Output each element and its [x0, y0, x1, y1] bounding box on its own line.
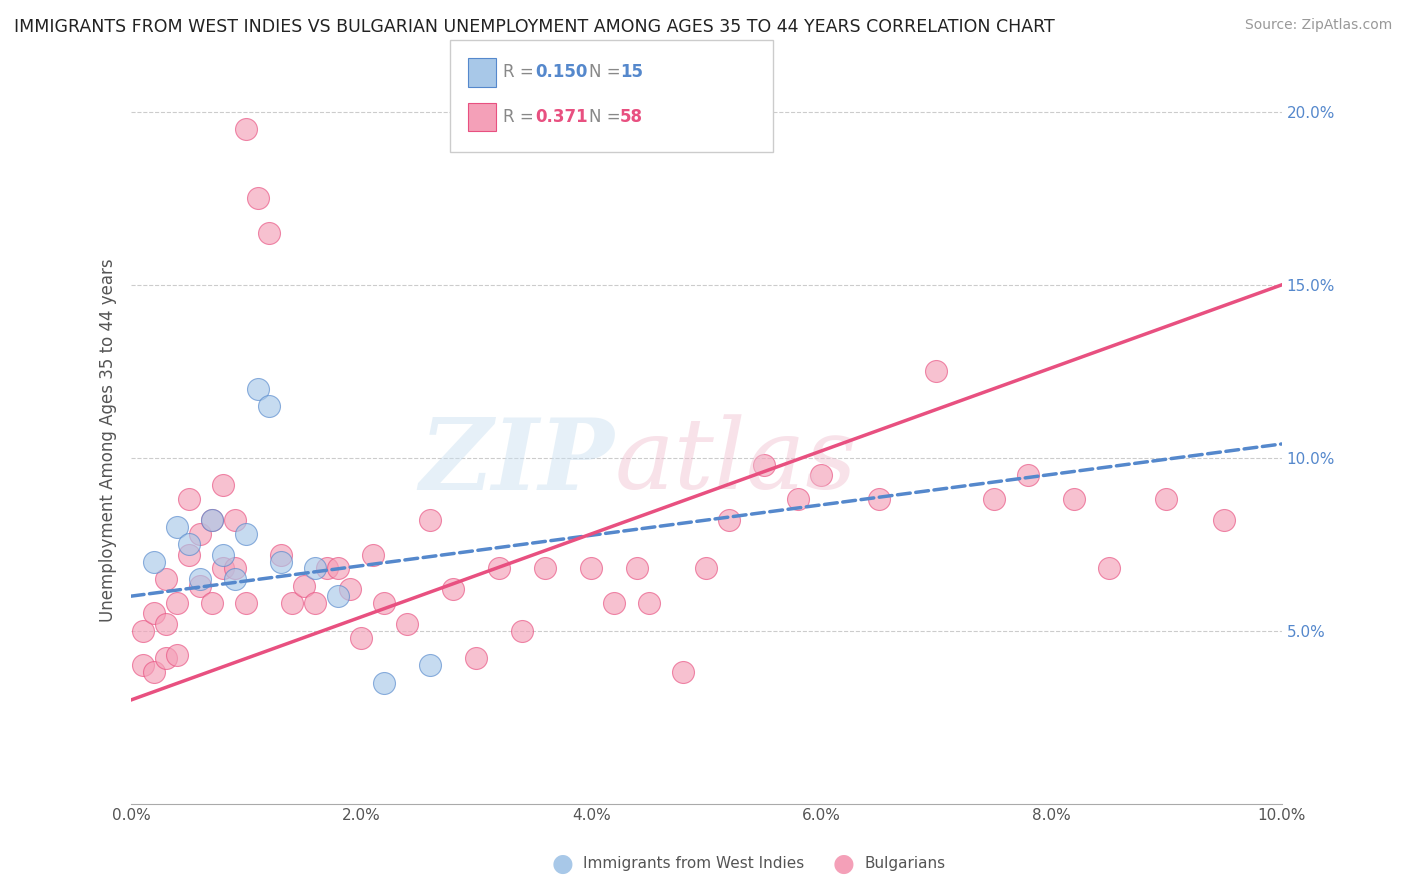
Point [270, 548, 292, 562]
Point [361, 548, 384, 562]
Point [188, 579, 211, 593]
Point [166, 648, 188, 662]
Point [212, 478, 235, 492]
Text: N =: N = [589, 63, 626, 81]
Text: N =: N = [589, 108, 626, 126]
Text: ●: ● [832, 852, 855, 875]
Point [304, 561, 326, 575]
Text: ZIP: ZIP [419, 414, 614, 510]
Point [441, 582, 464, 597]
Point [315, 561, 337, 575]
Point [177, 492, 200, 507]
Point [259, 226, 281, 240]
Point [465, 651, 488, 665]
Text: 15: 15 [620, 63, 643, 81]
Point [224, 561, 246, 575]
Point [1098, 561, 1121, 575]
Point [177, 537, 200, 551]
Point [224, 572, 246, 586]
Text: ●: ● [551, 852, 574, 875]
Point [132, 658, 155, 673]
Point [246, 382, 269, 396]
Point [166, 520, 188, 534]
Point [155, 616, 177, 631]
Point [188, 527, 211, 541]
Point [328, 561, 350, 575]
Point [419, 658, 441, 673]
Point [328, 589, 350, 603]
Point [603, 596, 626, 610]
Point [1063, 492, 1085, 507]
Point [626, 561, 648, 575]
Point [718, 513, 741, 527]
Point [212, 561, 235, 575]
Point [224, 513, 246, 527]
Point [810, 468, 832, 483]
Point [396, 616, 419, 631]
Point [259, 399, 281, 413]
Point [235, 122, 257, 136]
Point [787, 492, 810, 507]
Text: 58: 58 [620, 108, 643, 126]
Text: Immigrants from West Indies: Immigrants from West Indies [583, 856, 804, 871]
Point [373, 596, 395, 610]
Point [638, 596, 661, 610]
Point [246, 191, 269, 205]
Point [512, 624, 534, 638]
Point [188, 572, 211, 586]
Point [488, 561, 510, 575]
Text: R =: R = [503, 63, 540, 81]
Text: atlas: atlas [614, 415, 858, 510]
Point [155, 651, 177, 665]
Point [339, 582, 361, 597]
Point [1156, 492, 1178, 507]
Text: Source: ZipAtlas.com: Source: ZipAtlas.com [1244, 18, 1392, 32]
Point [304, 596, 326, 610]
Point [695, 561, 717, 575]
Point [143, 607, 166, 621]
Point [212, 548, 235, 562]
Point [672, 665, 695, 680]
Point [350, 631, 373, 645]
Point [177, 548, 200, 562]
Point [166, 596, 188, 610]
Point [281, 596, 304, 610]
Point [581, 561, 603, 575]
Point [292, 579, 315, 593]
Text: 0.371: 0.371 [536, 108, 588, 126]
Point [1213, 513, 1236, 527]
Point [201, 513, 224, 527]
Point [925, 364, 948, 378]
Text: Bulgarians: Bulgarians [865, 856, 946, 871]
Point [235, 527, 257, 541]
Point [155, 572, 177, 586]
Point [868, 492, 890, 507]
Point [752, 458, 775, 472]
Point [235, 596, 257, 610]
Point [201, 596, 224, 610]
Point [419, 513, 441, 527]
Point [143, 665, 166, 680]
Text: R =: R = [503, 108, 540, 126]
Point [201, 513, 224, 527]
Point [534, 561, 557, 575]
Point [270, 555, 292, 569]
Point [1017, 468, 1039, 483]
Point [373, 675, 395, 690]
Text: 0.150: 0.150 [536, 63, 588, 81]
Y-axis label: Unemployment Among Ages 35 to 44 years: Unemployment Among Ages 35 to 44 years [100, 259, 117, 623]
Text: IMMIGRANTS FROM WEST INDIES VS BULGARIAN UNEMPLOYMENT AMONG AGES 35 TO 44 YEARS : IMMIGRANTS FROM WEST INDIES VS BULGARIAN… [14, 18, 1054, 36]
Point [132, 624, 155, 638]
Point [143, 555, 166, 569]
Point [983, 492, 1005, 507]
